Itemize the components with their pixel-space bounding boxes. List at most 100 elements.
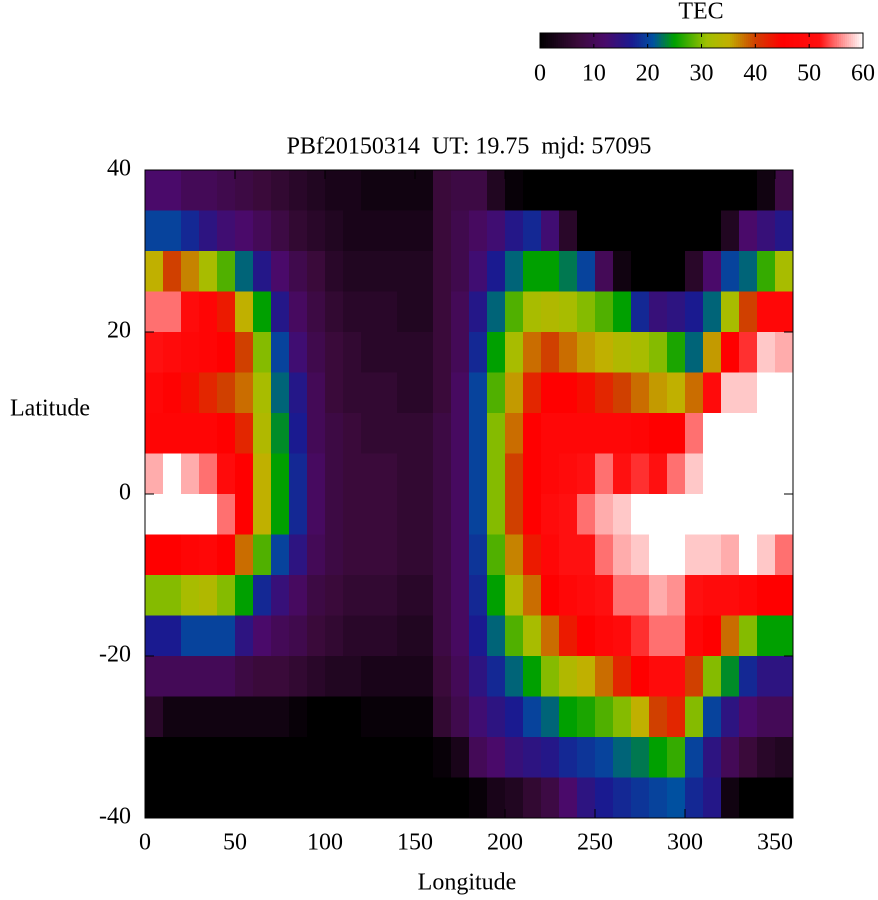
- heat-cell: [577, 777, 596, 819]
- colorbar-swatch: [540, 33, 543, 48]
- heat-cell: [667, 170, 686, 212]
- heat-cell: [541, 737, 560, 779]
- heat-cell: [145, 453, 164, 495]
- heat-cell: [595, 615, 614, 657]
- heat-cell: [415, 413, 434, 455]
- heat-cell: [181, 656, 200, 698]
- heat-cell: [541, 372, 560, 414]
- heat-cell: [577, 210, 596, 252]
- heat-cell: [235, 170, 254, 212]
- heat-cell: [163, 534, 182, 576]
- heat-cell: [325, 332, 344, 374]
- heat-cell: [163, 251, 182, 293]
- heat-cell: [703, 534, 722, 576]
- heat-cell: [253, 413, 272, 455]
- heat-cell: [649, 251, 668, 293]
- heat-cell: [685, 534, 704, 576]
- colorbar-swatch: [580, 33, 583, 48]
- heat-cell: [487, 534, 506, 576]
- heat-cell: [199, 210, 218, 252]
- heat-cell: [163, 291, 182, 333]
- heat-cell: [289, 291, 308, 333]
- colorbar-tick-label: 0: [534, 61, 546, 87]
- heat-cell: [541, 332, 560, 374]
- colorbar-swatch: [566, 33, 569, 48]
- heat-cell: [559, 453, 578, 495]
- heat-cell: [325, 494, 344, 536]
- colorbar-swatch: [701, 33, 705, 48]
- heat-cell: [667, 372, 686, 414]
- heat-cell: [217, 534, 236, 576]
- heat-cell: [235, 575, 254, 617]
- heat-cell: [271, 737, 290, 779]
- heat-cell: [253, 210, 272, 252]
- heat-cell: [685, 656, 704, 698]
- heat-cell: [253, 615, 272, 657]
- colorbar-swatch: [665, 33, 668, 48]
- heat-cell: [577, 372, 596, 414]
- heat-cell: [217, 170, 236, 212]
- colorbar-swatch: [711, 33, 715, 48]
- heat-cell: [631, 534, 650, 576]
- heat-cell: [469, 696, 488, 738]
- heat-cell: [703, 737, 722, 779]
- heat-cell: [451, 170, 470, 212]
- heat-cell: [253, 656, 272, 698]
- heat-cell: [721, 737, 740, 779]
- heat-cell: [595, 210, 614, 252]
- heat-cell: [415, 737, 434, 779]
- colorbar-swatch: [574, 33, 577, 48]
- heat-cell: [721, 372, 740, 414]
- x-tick-label: 300: [667, 830, 703, 856]
- heat-cell: [487, 170, 506, 212]
- heat-cell: [775, 656, 794, 698]
- heat-cell: [343, 737, 362, 779]
- colorbar-swatch: [620, 33, 624, 48]
- heat-cell: [379, 332, 398, 374]
- heat-cell: [325, 656, 344, 698]
- heat-cell: [595, 777, 614, 819]
- heat-cell: [145, 413, 164, 455]
- heat-cell: [343, 656, 362, 698]
- heat-cell: [505, 737, 524, 779]
- heat-cell: [433, 696, 452, 738]
- colorbar-swatch: [824, 33, 828, 48]
- colorbar-swatch: [768, 33, 771, 48]
- colorbar-swatch: [854, 33, 858, 48]
- heat-cell: [667, 656, 686, 698]
- y-tick-label: 20: [107, 318, 131, 344]
- colorbar-swatch: [794, 33, 797, 48]
- heat-cell: [703, 332, 722, 374]
- heat-cell: [721, 575, 740, 617]
- heat-cell: [217, 696, 236, 738]
- colorbar-swatch: [687, 33, 690, 48]
- colorbar-swatch: [608, 33, 612, 48]
- heat-cell: [595, 372, 614, 414]
- y-tick-label: 40: [107, 156, 131, 182]
- heat-cell: [433, 372, 452, 414]
- heat-cell: [433, 210, 452, 252]
- heat-cell: [523, 251, 542, 293]
- heat-cell: [469, 777, 488, 819]
- heat-cell: [469, 494, 488, 536]
- heat-cell: [649, 737, 668, 779]
- heat-cell: [469, 210, 488, 252]
- colorbar-swatch: [733, 33, 737, 48]
- heat-cell: [613, 615, 632, 657]
- colorbar-swatch: [610, 33, 614, 48]
- heat-cell: [325, 534, 344, 576]
- heat-cell: [163, 332, 182, 374]
- heat-cell: [469, 656, 488, 698]
- heat-cell: [235, 656, 254, 698]
- heat-cell: [559, 575, 578, 617]
- colorbar-swatch: [646, 33, 650, 48]
- colorbar-swatch: [723, 33, 727, 48]
- heat-cell: [469, 413, 488, 455]
- colorbar-swatch: [544, 33, 547, 48]
- heat-cell: [631, 413, 650, 455]
- heat-cell: [469, 575, 488, 617]
- heat-cell: [415, 777, 434, 819]
- heat-cell: [181, 291, 200, 333]
- colorbar-swatch: [756, 33, 759, 48]
